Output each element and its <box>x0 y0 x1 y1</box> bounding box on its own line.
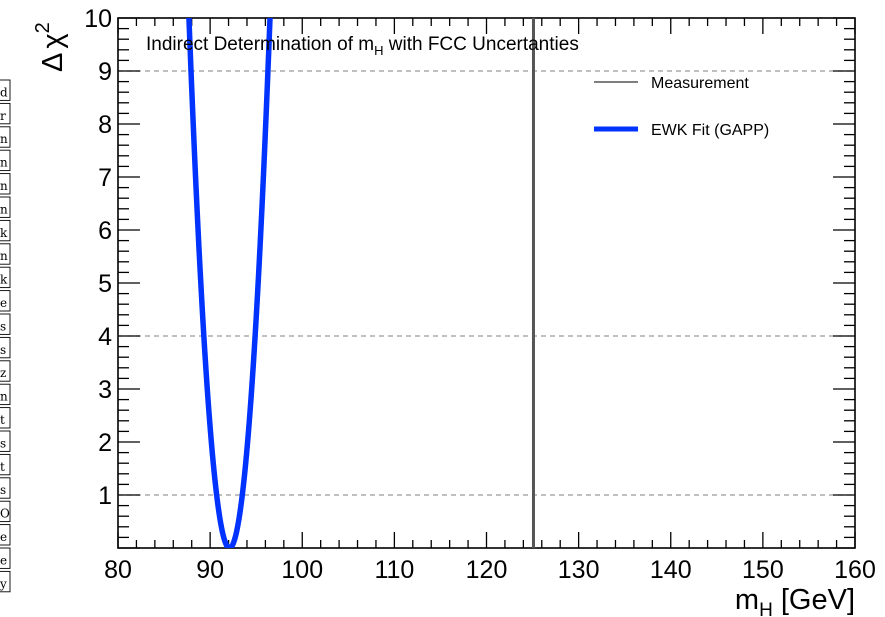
x-tick-label: 160 <box>834 556 876 584</box>
chart-title-tail: with FCC Uncertanties <box>383 34 578 55</box>
strip-box <box>0 547 11 569</box>
x-tick-label: 130 <box>558 556 600 584</box>
y-tick-label: 10 <box>84 5 112 33</box>
y-axis-title-main: χ <box>37 33 69 48</box>
chart-title: Indirect Determination of mH with FCC Un… <box>146 34 579 58</box>
y-tick-label: 6 <box>98 217 112 245</box>
series-ewk-fit-curve <box>186 18 273 548</box>
y-tick-label: 5 <box>98 270 112 298</box>
x-axis-title: mH [GeV] <box>735 584 855 617</box>
strip-box <box>0 383 11 406</box>
x-tick-label: 150 <box>742 556 784 584</box>
x-axis-tick-labels: 80 90 100 110 120 130 140 150 160 <box>104 556 876 584</box>
x-axis-ticks <box>117 18 856 548</box>
strip-box <box>0 570 11 593</box>
strip-glyph: t <box>0 460 5 474</box>
strip-box <box>0 477 11 499</box>
strip-box <box>0 79 11 101</box>
svg-text:Δχ2: Δχ2 <box>32 22 69 72</box>
strip-glyph: k <box>0 273 8 287</box>
strip-box <box>0 173 11 195</box>
x-tick-label: 100 <box>281 556 323 584</box>
y-tick-label: 7 <box>98 164 112 192</box>
strip-glyph: n <box>0 390 8 404</box>
strip-glyph: z <box>0 366 6 380</box>
plot-frame <box>117 17 856 549</box>
series-layer <box>186 18 535 548</box>
strip-glyph: k <box>0 226 8 240</box>
y-tick-label: 2 <box>98 429 112 457</box>
strip-glyph: d <box>0 85 8 99</box>
legend-label-ewk-fit: EWK Fit (GAPP) <box>651 122 769 139</box>
strip-glyph: s <box>0 319 6 333</box>
strip-glyph: s <box>0 436 6 450</box>
y-axis-title: Δχ2 <box>32 22 69 72</box>
strip-box <box>0 500 11 523</box>
strip-glyph: n <box>0 202 8 216</box>
y-tick-label: 9 <box>98 58 112 86</box>
y-axis-tick-labels: 1 2 3 4 5 6 7 8 9 10 <box>84 5 112 510</box>
y-axis-ticks <box>118 17 855 549</box>
strip-glyph: y <box>0 577 7 591</box>
strip-glyph: n <box>0 179 8 193</box>
x-tick-label: 120 <box>466 556 508 584</box>
strip-box <box>0 407 11 429</box>
x-tick-label: 80 <box>104 556 132 584</box>
y-axis-title-prefix: Δ <box>37 53 69 72</box>
x-axis-title-tail: [GeV] <box>773 584 855 616</box>
strip-box <box>0 524 11 546</box>
strip-glyph: e <box>0 530 7 544</box>
y-tick-label: 3 <box>98 376 112 404</box>
strip-box <box>0 430 11 452</box>
y-tick-label: 1 <box>98 482 112 510</box>
strip-box <box>0 196 11 218</box>
strip-box <box>0 126 11 148</box>
strip-box <box>0 149 11 172</box>
y-tick-label: 4 <box>98 323 112 351</box>
x-axis-title-subscript: H <box>759 600 773 617</box>
strip-glyph: n <box>0 132 8 146</box>
x-tick-label: 90 <box>196 556 224 584</box>
strip-box <box>0 360 11 382</box>
strip-glyph: n <box>0 249 8 263</box>
strip-box <box>0 243 11 265</box>
chart-title-subscript: H <box>374 43 383 58</box>
legend: Measurement EWK Fit (GAPP) <box>594 75 769 139</box>
reference-lines <box>118 70 855 496</box>
strip-box <box>0 219 11 242</box>
strip-glyph: n <box>0 156 8 170</box>
x-tick-label: 110 <box>374 556 414 584</box>
strip-glyph: O <box>0 507 10 521</box>
strip-glyph: e <box>0 296 7 310</box>
strip-glyph: s <box>0 483 6 497</box>
strip-glyph: r <box>0 109 6 123</box>
strip-box <box>0 336 11 359</box>
y-axis-title-superscript: 2 <box>32 22 54 33</box>
strip-glyph: e <box>0 553 7 567</box>
strip-box <box>0 453 11 476</box>
strip-box <box>0 313 11 335</box>
strip-box <box>0 102 11 125</box>
x-axis-title-main: m <box>735 584 759 616</box>
strip-box <box>0 266 11 289</box>
y-tick-label: 8 <box>98 111 112 139</box>
x-tick-label: 140 <box>650 556 692 584</box>
strip-glyph: t <box>0 413 5 427</box>
strip-box <box>0 290 11 312</box>
legend-label-measurement: Measurement <box>651 75 749 92</box>
strip-glyph: s <box>0 343 6 357</box>
chart-title-main: Indirect Determination of m <box>146 34 374 55</box>
